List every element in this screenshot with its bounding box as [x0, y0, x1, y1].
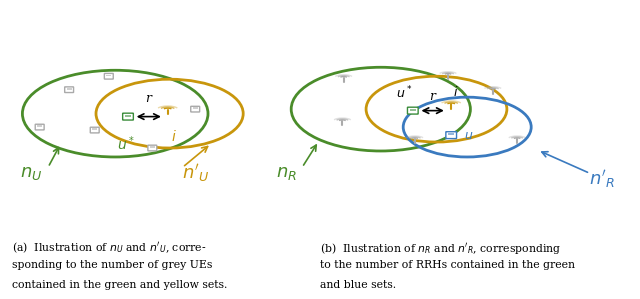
FancyBboxPatch shape — [446, 132, 456, 138]
Text: $n_U$: $n_U$ — [19, 164, 42, 182]
Text: $i$: $i$ — [453, 85, 458, 99]
FancyBboxPatch shape — [123, 113, 133, 120]
Text: $u^*$: $u^*$ — [396, 85, 413, 102]
Text: $n'_U$: $n'_U$ — [182, 162, 209, 184]
Text: (b)  Ilustration of $n_R$ and $n'_R$, corresponding: (b) Ilustration of $n_R$ and $n'_R$, cor… — [320, 241, 561, 256]
FancyBboxPatch shape — [90, 127, 99, 133]
Bar — [410, 109, 416, 111]
FancyBboxPatch shape — [191, 106, 200, 112]
Bar — [37, 125, 42, 127]
Text: sponding to the number of grey UEs: sponding to the number of grey UEs — [12, 260, 212, 270]
Bar — [125, 115, 131, 117]
Text: and blue sets.: and blue sets. — [320, 280, 396, 289]
FancyBboxPatch shape — [65, 87, 74, 93]
Text: $u$: $u$ — [464, 129, 474, 142]
FancyBboxPatch shape — [35, 124, 44, 130]
Text: $n'_R$: $n'_R$ — [589, 168, 614, 190]
FancyBboxPatch shape — [148, 145, 157, 151]
Bar — [448, 133, 454, 135]
FancyBboxPatch shape — [408, 107, 418, 114]
Text: r: r — [145, 92, 152, 105]
Bar — [193, 107, 198, 109]
Text: $u^*$: $u^*$ — [116, 135, 134, 153]
FancyBboxPatch shape — [104, 73, 113, 79]
Bar — [150, 146, 155, 148]
Text: r: r — [429, 90, 435, 103]
Bar — [106, 74, 111, 77]
Text: $n_R$: $n_R$ — [276, 164, 297, 182]
Text: to the number of RRHs contained in the green: to the number of RRHs contained in the g… — [320, 260, 575, 270]
Text: $i$: $i$ — [171, 129, 177, 144]
Bar — [67, 88, 72, 90]
Text: (a)  Ilustration of $n_U$ and $n'_U$, corre-: (a) Ilustration of $n_U$ and $n'_U$, cor… — [12, 241, 206, 255]
Text: contained in the green and yellow sets.: contained in the green and yellow sets. — [12, 280, 227, 289]
Bar — [92, 128, 97, 130]
